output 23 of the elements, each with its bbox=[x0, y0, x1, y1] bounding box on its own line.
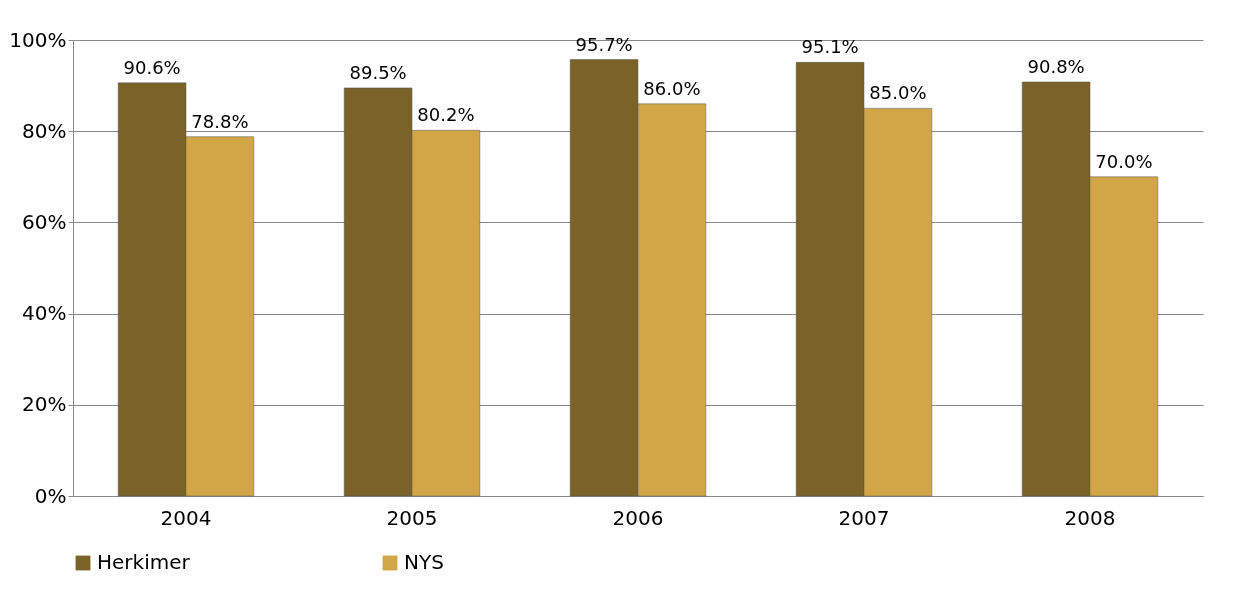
data-label: 85.0% bbox=[869, 82, 927, 104]
y-tick-label: 80% bbox=[22, 118, 67, 143]
legend-label: Herkimer bbox=[97, 550, 191, 574]
data-label: 90.8% bbox=[1027, 55, 1085, 77]
x-tick-label: 2008 bbox=[1064, 505, 1116, 530]
x-tick-label: 2005 bbox=[386, 505, 438, 530]
data-label: 86.0% bbox=[643, 77, 701, 99]
data-label: 89.5% bbox=[349, 61, 407, 83]
y-tick-label: 60% bbox=[22, 209, 67, 234]
x-tick-label: 2004 bbox=[160, 505, 212, 530]
x-tick-label: 2006 bbox=[612, 505, 664, 530]
data-label: 80.2% bbox=[417, 104, 475, 126]
data-label: 95.7% bbox=[575, 33, 633, 55]
data-label: 78.8% bbox=[191, 110, 249, 132]
legend-label: NYS bbox=[404, 550, 444, 574]
data-label: 90.6% bbox=[123, 56, 181, 78]
x-tick-label: 2007 bbox=[838, 505, 890, 530]
y-tick-label: 40% bbox=[22, 301, 67, 326]
data-label: 95.1% bbox=[801, 36, 859, 58]
y-tick-label: 0% bbox=[34, 483, 67, 508]
y-tick-label: 20% bbox=[22, 392, 67, 417]
data-label: 70.0% bbox=[1095, 150, 1153, 172]
y-tick-label: 100% bbox=[9, 27, 67, 52]
